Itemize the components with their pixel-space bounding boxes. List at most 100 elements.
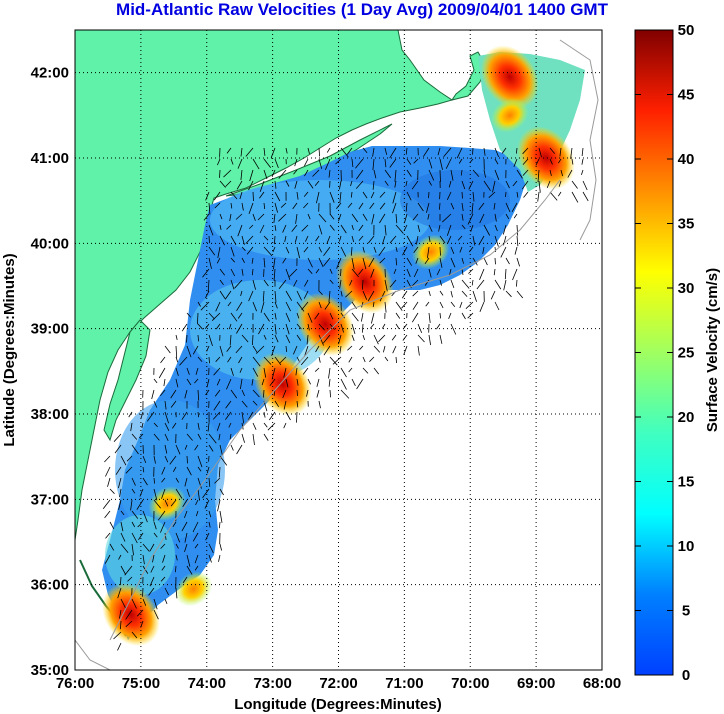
velocity-vector: [104, 554, 111, 564]
velocity-vector: [306, 389, 309, 397]
velocity-vector: [294, 158, 298, 167]
velocity-vector: [252, 213, 256, 221]
velocity-vector: [115, 466, 122, 475]
velocity-vector: [205, 389, 210, 396]
velocity-vector: [467, 312, 474, 319]
velocity-vector: [113, 433, 122, 442]
velocity-vector: [131, 477, 136, 486]
velocity-vector: [197, 455, 203, 468]
velocity-vector: [468, 180, 474, 190]
velocity-vector: [304, 279, 309, 287]
velocity-vector: [263, 334, 267, 340]
velocity-vector: [538, 180, 541, 193]
velocity-vector: [197, 334, 199, 342]
velocity-vector: [219, 488, 224, 496]
velocity-vector: [351, 378, 356, 386]
velocity-vector: [197, 477, 202, 489]
velocity-vector: [557, 191, 562, 197]
velocity-vector: [184, 510, 188, 519]
velocity-vector: [205, 532, 210, 541]
velocity-vector: [516, 191, 519, 198]
velocity-vector: [109, 521, 115, 530]
velocity-vector: [401, 301, 408, 309]
velocity-vector: [285, 378, 289, 388]
velocity-vector: [505, 191, 507, 198]
velocity-vector: [120, 565, 127, 575]
velocity-vector: [192, 345, 199, 355]
velocity-vector: [175, 477, 179, 483]
velocity-vector: [274, 312, 277, 320]
velocity-vector: [521, 180, 529, 190]
colorbar: [634, 29, 674, 676]
velocity-vector: [437, 147, 441, 156]
chart-title: Mid-Atlantic Raw Velocities (1 Day Avg) …: [116, 0, 608, 19]
velocity-vector: [142, 554, 145, 565]
velocity-vector: [131, 521, 136, 528]
velocity-vector: [197, 411, 199, 418]
velocity-hotspot: [411, 234, 450, 270]
velocity-vector: [228, 323, 232, 330]
velocity-vector: [456, 147, 463, 159]
velocity-vector: [126, 455, 133, 462]
velocity-vector: [335, 202, 342, 210]
colorbar-tick-labels: 0 5 10 15 20 25 30 35 40 45 50: [635, 22, 694, 684]
velocity-vector: [472, 147, 474, 155]
velocity-vector: [582, 180, 588, 191]
velocity-vector: [172, 422, 177, 429]
velocity-vector: [505, 202, 511, 213]
velocity-vector: [379, 213, 386, 224]
velocity-vector: [470, 224, 474, 232]
velocity-vector: [280, 202, 287, 208]
velocity-vector: [208, 554, 212, 563]
velocity-vector: [315, 235, 320, 242]
velocity-vector: [215, 301, 221, 312]
velocity-vector: [301, 224, 309, 232]
velocity-vector: [285, 411, 291, 421]
velocity-vector: [336, 257, 342, 269]
velocity-vector: [164, 444, 168, 454]
velocity-vector: [208, 246, 216, 256]
velocity-vector: [358, 202, 364, 210]
velocity-vector: [227, 356, 232, 363]
velocity-vector: [395, 312, 401, 319]
velocity-vector: [428, 235, 431, 242]
velocity-vector: [164, 499, 169, 507]
velocity-vector: [228, 422, 232, 428]
velocity-vector: [139, 433, 144, 439]
velocity-vector: [356, 378, 364, 390]
velocity-vector: [307, 312, 313, 323]
velocity-vector: [212, 411, 221, 420]
velocity-vector: [323, 345, 331, 356]
velocity-vector: [461, 257, 464, 264]
velocity-vector: [182, 576, 188, 584]
velocity-vector: [125, 609, 133, 620]
velocity-vector: [537, 191, 540, 202]
land-mass: [75, 30, 454, 541]
velocity-vector: [153, 455, 156, 464]
velocity-vector: [197, 301, 201, 307]
velocity-vector: [208, 433, 217, 444]
velocity-vector: [405, 202, 408, 212]
velocity-vector: [241, 268, 244, 276]
cape-cod: [450, 51, 487, 101]
velocity-vector: [245, 235, 254, 244]
velocity-vector: [372, 158, 375, 171]
velocity-vector: [439, 334, 443, 344]
velocity-vector: [252, 433, 255, 446]
velocity-vector: [219, 510, 223, 523]
velocity-vector: [120, 598, 127, 609]
velocity-vector: [263, 202, 266, 210]
colorbar-tick-label: 40: [678, 151, 695, 168]
velocity-vector: [306, 334, 309, 345]
velocity-vector: [194, 378, 199, 384]
velocity-vector: [392, 191, 397, 204]
velocity-vector: [161, 488, 166, 499]
velocity-vector: [326, 147, 331, 153]
velocity-vector: [274, 356, 282, 366]
velocity-vector: [389, 147, 397, 159]
velocity-vector: [217, 158, 221, 166]
velocity-vector: [219, 345, 224, 357]
velocity-vector: [194, 565, 199, 571]
velocity-vector: [186, 455, 188, 464]
velocity-vector: [259, 191, 265, 199]
